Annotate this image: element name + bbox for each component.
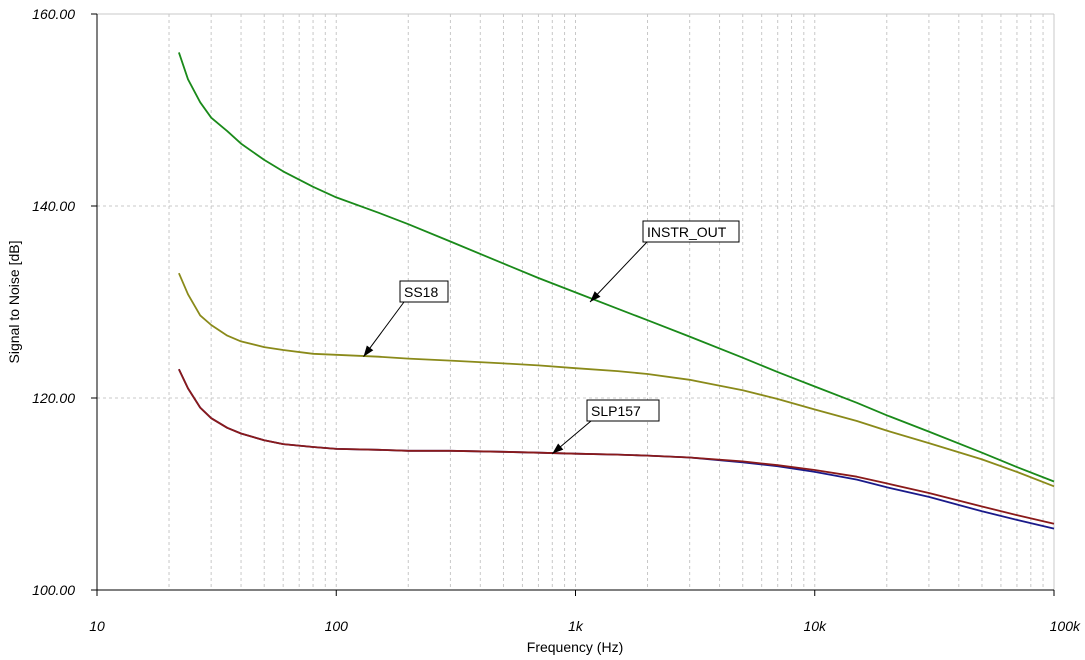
y-tick-label: 140.00 bbox=[32, 198, 75, 214]
callout-leader bbox=[589, 241, 648, 303]
callout-arrowhead bbox=[363, 345, 374, 357]
callout-box bbox=[642, 220, 740, 243]
callout-box bbox=[399, 280, 449, 303]
series-line-2 bbox=[178, 272, 1055, 488]
callout-label: SLP157 bbox=[591, 403, 641, 419]
y-tick-label: 160.00 bbox=[32, 6, 75, 22]
tick-labels: 100.00 120.00 140.00 160.00 10 100 1k 10k 100k bbox=[32, 6, 1081, 634]
callout-arrowhead bbox=[552, 443, 564, 454]
x-tick-label: 100k bbox=[1050, 618, 1081, 634]
series-line-4 bbox=[178, 368, 1055, 525]
callout-label: INSTR_OUT bbox=[647, 224, 727, 240]
y-tick-label: 100.00 bbox=[32, 582, 75, 598]
x-tick-label: 10 bbox=[89, 618, 105, 634]
callout-box bbox=[586, 399, 660, 422]
callout-label: SS18 bbox=[404, 284, 438, 300]
grid bbox=[97, 14, 1054, 590]
x-tick-label: 1k bbox=[568, 618, 584, 634]
callouts: INSTR_OUT SS18 SLP157 bbox=[363, 220, 740, 455]
series-line-1 bbox=[178, 52, 1055, 483]
y-tick-label: 120.00 bbox=[32, 390, 75, 406]
callout-arrowhead bbox=[590, 291, 601, 302]
x-axis-title: Frequency (Hz) bbox=[527, 639, 623, 655]
axes bbox=[91, 13, 1055, 596]
series-line-3 bbox=[178, 368, 1055, 530]
x-tick-label: 10k bbox=[803, 618, 827, 634]
series-lines bbox=[178, 52, 1055, 530]
callout-leader bbox=[363, 301, 405, 358]
x-tick-label: 100 bbox=[325, 618, 349, 634]
y-axis-title: Signal to Noise [dB] bbox=[6, 241, 22, 364]
